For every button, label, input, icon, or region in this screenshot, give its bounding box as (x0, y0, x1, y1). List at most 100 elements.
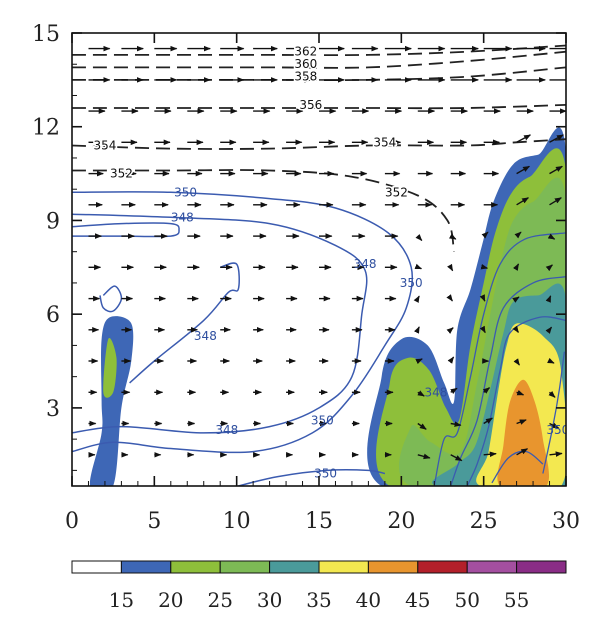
wind-vector (446, 294, 453, 302)
wind-vector (545, 326, 553, 334)
wind-vector (513, 358, 520, 366)
contour-label-350: 350 (311, 413, 334, 427)
wind-vector (415, 233, 423, 242)
wind-vector (481, 231, 489, 239)
wind-vector (549, 422, 560, 429)
wind-vector (447, 263, 454, 272)
wind-vector (414, 263, 423, 270)
wind-vector (480, 263, 489, 270)
wind-vector (549, 451, 563, 457)
wind-vector (413, 295, 420, 303)
contour-label-350: 350 (400, 276, 423, 290)
wind-vector (417, 390, 425, 397)
wind-vector (415, 358, 423, 365)
colorbar-label: 45 (405, 588, 430, 612)
wind-vector (446, 327, 454, 334)
inner-contour-line-4 (491, 450, 544, 484)
contour-label-348: 348 (354, 257, 377, 271)
y-tick-label: 15 (32, 22, 60, 47)
inner-contour-line-0 (433, 232, 566, 486)
colorbar-label: 20 (158, 588, 183, 612)
wind-vector (516, 134, 532, 143)
colorbar-label: 15 (109, 588, 134, 612)
contour-line-348-0 (72, 213, 368, 434)
contour-label-358: 358 (294, 70, 317, 84)
colorbar: 15 20 25 30 35 40 45 50 55 (71, 560, 567, 612)
x-tick-label: 15 (305, 509, 333, 534)
contour-label-350: 350 (314, 467, 337, 481)
contour-line-354-7 (72, 138, 566, 150)
x-tick-label: 0 (65, 509, 79, 534)
contour-label-362: 362 (294, 45, 317, 59)
contour-line-352-6 (72, 169, 455, 252)
contour-label-348: 348 (171, 210, 194, 224)
colorbar-swatch (367, 560, 419, 574)
wind-vector (516, 448, 529, 456)
wind-vector (483, 451, 497, 458)
contour-line-360-10 (72, 50, 566, 69)
x-axis: 0 5 10 15 20 25 30 (65, 33, 580, 534)
colorbar-swatch (417, 560, 468, 574)
wind-vector (549, 197, 562, 206)
contour-line-348-5 (99, 285, 123, 313)
y-tick-label: 9 (46, 209, 60, 234)
contour-label-354: 354 (373, 135, 396, 149)
wind-vector (514, 231, 522, 239)
contour-label-352: 352 (110, 167, 133, 181)
wind-vector (549, 165, 563, 175)
colorbar-swatch (269, 560, 320, 574)
wind-vector (547, 233, 556, 240)
wind-vector (413, 326, 420, 334)
y-tick-label: 3 (46, 397, 60, 422)
y-axis: 3 6 9 12 15 (32, 22, 566, 471)
wind-vector (545, 295, 552, 303)
wind-vector (547, 357, 555, 364)
wind-vector (450, 421, 462, 427)
filled-region-45-7 (497, 379, 550, 486)
colorbar-swatch (516, 560, 567, 574)
contour-label-354: 354 (93, 138, 116, 152)
wind-vector (549, 134, 564, 143)
y-tick-label: 12 (32, 116, 60, 141)
wind-vector (512, 263, 520, 271)
contour-label-348: 348 (194, 329, 217, 343)
contour-label-352: 352 (385, 185, 408, 199)
colorbar-label: 35 (306, 588, 331, 612)
wind-vector (417, 422, 427, 430)
colorbar-label: 30 (257, 588, 282, 612)
colorbar-label: 25 (207, 588, 232, 612)
colorbar-swatch (120, 560, 172, 574)
contour-line-356-8 (72, 104, 566, 110)
colorbar-swatch (170, 560, 221, 574)
contour-labels: 348 348 348 348 348 350 350 350 350 350 352 352 354 3… (92, 43, 569, 481)
wind-vectors (88, 45, 566, 462)
contour-label-356: 356 (299, 98, 322, 112)
contour-line-350-1 (72, 191, 414, 454)
colorbar-swatch (219, 560, 271, 574)
wind-vector (479, 294, 486, 302)
colorbar-swatch (71, 560, 122, 574)
wind-vector (516, 197, 529, 206)
colorbar-label: 50 (454, 588, 479, 612)
filled-region-20-1 (103, 337, 117, 398)
y-tick-label: 6 (46, 303, 60, 328)
x-tick-label: 20 (387, 509, 415, 534)
filled-contours (89, 127, 566, 486)
wind-vector (417, 453, 431, 460)
colorbar-swatch (466, 560, 518, 574)
contour-line-350-2 (238, 469, 386, 486)
contour-label-350: 350 (546, 423, 569, 437)
colorbar-label: 40 (356, 588, 381, 612)
contour-label-350: 350 (174, 185, 197, 199)
inner-contour-line-2 (466, 316, 566, 486)
wind-vector (512, 296, 520, 303)
x-tick-label: 10 (223, 509, 251, 534)
contour-label-360: 360 (294, 57, 317, 71)
wind-vector (482, 387, 491, 394)
wind-vector (512, 325, 519, 333)
colorbar-swatch (318, 560, 369, 574)
wind-vector (448, 233, 457, 240)
x-tick-label: 30 (552, 509, 580, 534)
colorbar-label: 55 (504, 588, 529, 612)
wind-vector (450, 454, 463, 462)
